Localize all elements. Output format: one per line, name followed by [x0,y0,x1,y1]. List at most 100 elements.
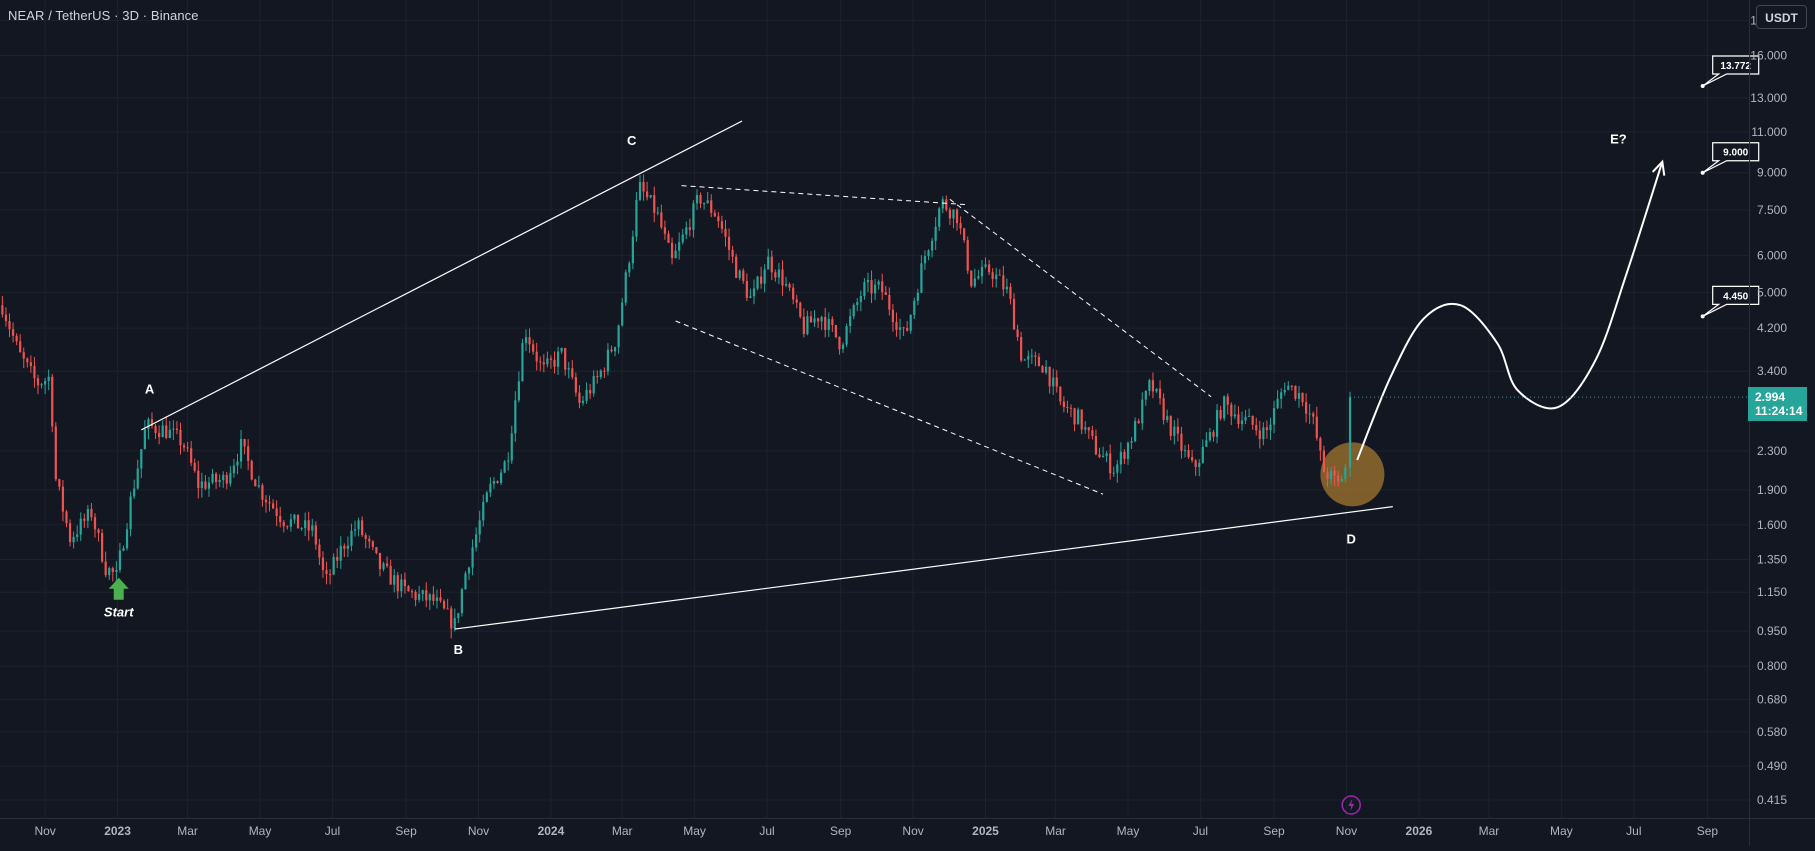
candle-body [863,282,866,297]
candle-body [834,325,838,338]
candle-body [478,520,481,535]
x-tick-label: Jul [1626,824,1641,838]
candle-body [1,305,4,315]
candle-body [870,280,873,294]
candle-body [1180,433,1183,451]
candle-body [1219,410,1222,419]
candle-body [143,429,146,450]
last-price-tag: 2.994 11:24:14 [1748,387,1807,422]
y-tick-label: 3.400 [1757,364,1787,378]
candle-body [756,276,759,289]
candle-body [1030,355,1033,357]
candle-body [179,429,182,446]
x-tick-label: Sep [395,824,417,838]
candle-body [763,269,766,284]
candle-body [311,525,314,531]
candle-body [945,199,948,210]
candles [1,174,1352,639]
x-tick-label: Sep [830,824,852,838]
candle-body [125,529,129,549]
candle-body [710,200,713,213]
candle-body [1265,427,1269,431]
candle-body [442,600,446,609]
candle-body [492,481,496,484]
candle-body [1080,409,1083,430]
candle-body [973,278,976,287]
candle-body [1315,416,1318,439]
candle-body [115,569,118,572]
candle-body [749,296,752,298]
candle-body [1112,472,1115,474]
candle-body [225,474,228,484]
candle-body [1297,392,1301,399]
candle-body [813,318,816,323]
candle-body [581,400,585,403]
candle-body [816,318,820,322]
candle-body [54,426,57,480]
candle-body [1066,407,1069,409]
projection-arrowhead [1651,159,1666,176]
start-arrow-icon [108,577,129,600]
candle-body [140,449,143,469]
candle-body [279,516,282,523]
candle-body [1052,377,1055,387]
candle-body [44,380,47,385]
candle-body [628,263,631,273]
candle-body [1166,416,1169,420]
candle-body [1251,415,1254,425]
candle-body [877,281,880,285]
candle-body [902,327,905,329]
candle-body [1034,355,1037,357]
x-tick-label: Nov [1336,824,1357,838]
candle-body [382,563,385,570]
candle-body [264,499,268,503]
x-tick-label: May [1117,824,1140,838]
candle-body [838,337,841,350]
x-tick-label: Mar [612,824,633,838]
candle-body [906,328,909,331]
candle-body [571,368,574,378]
candle-body [346,545,350,549]
candle-body [410,591,414,593]
candle-body [646,191,649,198]
candle-body [660,212,663,228]
y-tick-label: 16.000 [1750,48,1787,62]
candle-body [172,428,175,430]
candle-body [567,368,570,370]
candle-body [546,358,549,365]
candle-body [653,195,656,213]
candle-body [464,573,467,590]
candle-body [136,468,139,489]
candle-body [692,203,695,230]
candle-body [1137,421,1140,424]
x-tick-label: Nov [34,824,55,838]
y-tick-label: 4.200 [1757,321,1787,335]
candle-body [507,460,510,462]
candle-body [332,557,335,575]
candle-body [1301,392,1304,403]
y-tick-label: 0.580 [1757,725,1787,739]
candle-body [232,465,236,474]
candle-body [788,284,791,288]
candle-body [1059,386,1062,402]
currency-button[interactable]: USDT [1756,5,1807,29]
candle-body [849,316,852,327]
x-tick-label: May [249,824,272,838]
candle-body [1055,377,1058,387]
candle-body [631,236,634,264]
symbol-title[interactable]: NEAR / TetherUS · 3D · Binance [8,8,199,23]
target-label: 9.000 [1723,148,1748,159]
candle-body [532,344,535,352]
candle-body [695,194,699,204]
candle-body [364,535,367,539]
trendline [141,120,743,431]
candle-body [510,433,513,461]
candle-body [1091,430,1094,437]
x-tick-label: Mar [1479,824,1500,838]
candle-body [1258,430,1261,440]
candle-body [1226,396,1229,405]
wave-label: E? [1610,131,1627,146]
target-callout [1702,142,1760,174]
